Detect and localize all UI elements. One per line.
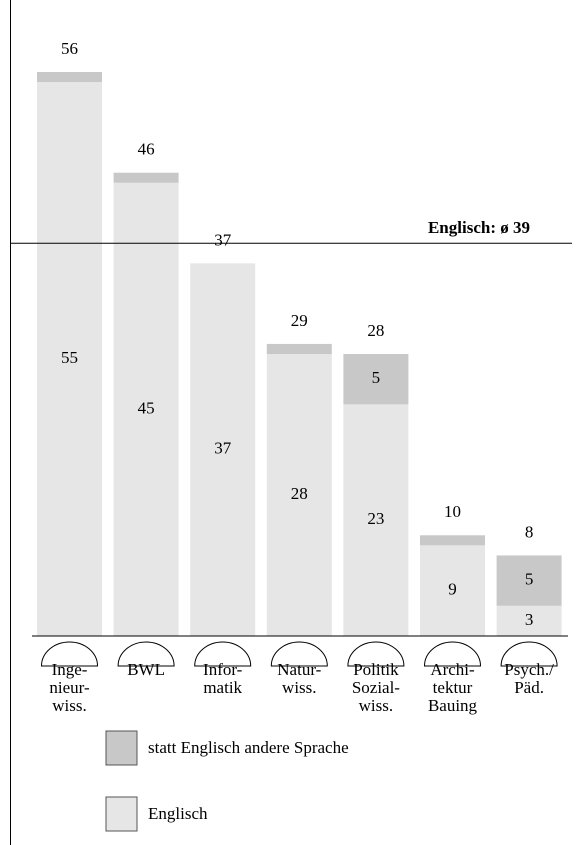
- bar-segment: [343, 354, 409, 405]
- category-label-line: nieur-: [49, 678, 90, 697]
- bar-segment: [190, 263, 256, 636]
- category-icon: [117, 641, 175, 667]
- category-label-line: Natur-: [277, 660, 321, 679]
- bar-value-label: 37: [214, 439, 232, 458]
- category-icon: [423, 641, 482, 667]
- bar-value-label: 23: [367, 509, 384, 528]
- total-label: 28: [367, 321, 384, 340]
- bar-segment: [113, 182, 179, 637]
- category-icon: [270, 641, 328, 667]
- category-label-line: Archi-: [430, 660, 475, 679]
- category-label-line: wiss.: [282, 678, 316, 697]
- category-label-line: Infor-: [203, 660, 243, 679]
- category-icon: [500, 641, 558, 667]
- category-icon: [194, 641, 252, 667]
- category-label-line: wiss.: [359, 696, 393, 715]
- category-label-line: Sozial-: [352, 678, 400, 697]
- legend-label: Englisch: [148, 804, 208, 823]
- bar-segment: [266, 354, 332, 636]
- category-label: BWL: [127, 660, 165, 679]
- category-label-line: BWL: [127, 660, 165, 679]
- category-label: Psych./Päd.: [504, 660, 554, 697]
- category-label: Inge-nieur-wiss.: [49, 660, 90, 715]
- reference-label: Englisch: ø 39: [428, 218, 530, 237]
- bar-segment: [266, 343, 332, 354]
- bar-segment: [343, 404, 409, 636]
- legend-swatch: [105, 730, 138, 766]
- total-label: 46: [138, 140, 155, 159]
- category-label-line: Psych./: [504, 660, 554, 679]
- category-label-line: tektur: [433, 678, 473, 697]
- category-label: Infor-matik: [203, 660, 243, 697]
- bar-value-label: 3: [525, 610, 534, 629]
- total-label: 56: [61, 39, 78, 58]
- legend-label: statt Englisch andere Sprache: [148, 738, 349, 757]
- category-label-line: Inge-: [52, 660, 88, 679]
- bar-segment: [113, 172, 179, 183]
- bar-segment: [496, 555, 562, 606]
- bar-value-label: 5: [372, 368, 381, 387]
- bar-value-label: 9: [448, 580, 457, 599]
- category-label: Natur-wiss.: [277, 660, 321, 697]
- total-label: 10: [444, 502, 461, 521]
- category-label: Archi-tektur Bauing: [428, 660, 478, 715]
- bar-segment: [420, 545, 485, 636]
- legend-swatch: [105, 796, 138, 832]
- category-label-line: Politik: [353, 660, 399, 679]
- category-label-line: wiss.: [52, 696, 86, 715]
- category-icon: [347, 641, 405, 667]
- bar-segment: [496, 605, 562, 636]
- category-icon: [40, 641, 99, 667]
- bar-segment: [37, 72, 102, 83]
- total-label: 8: [525, 522, 534, 541]
- bar-value-label: 45: [138, 398, 155, 417]
- total-label: 29: [291, 311, 308, 330]
- category-label: Politik Sozial-wiss.: [352, 660, 400, 715]
- bar-segment: [420, 535, 485, 546]
- category-label-line: Päd.: [514, 678, 544, 697]
- total-label: 37: [214, 230, 232, 249]
- bar-value-label: 28: [291, 484, 308, 503]
- category-label-line: matik: [203, 678, 242, 697]
- bar-value-label: 55: [61, 348, 78, 367]
- bar-segment: [37, 82, 102, 637]
- category-label-line: Bauing: [428, 696, 478, 715]
- bar-value-label: 5: [525, 570, 534, 589]
